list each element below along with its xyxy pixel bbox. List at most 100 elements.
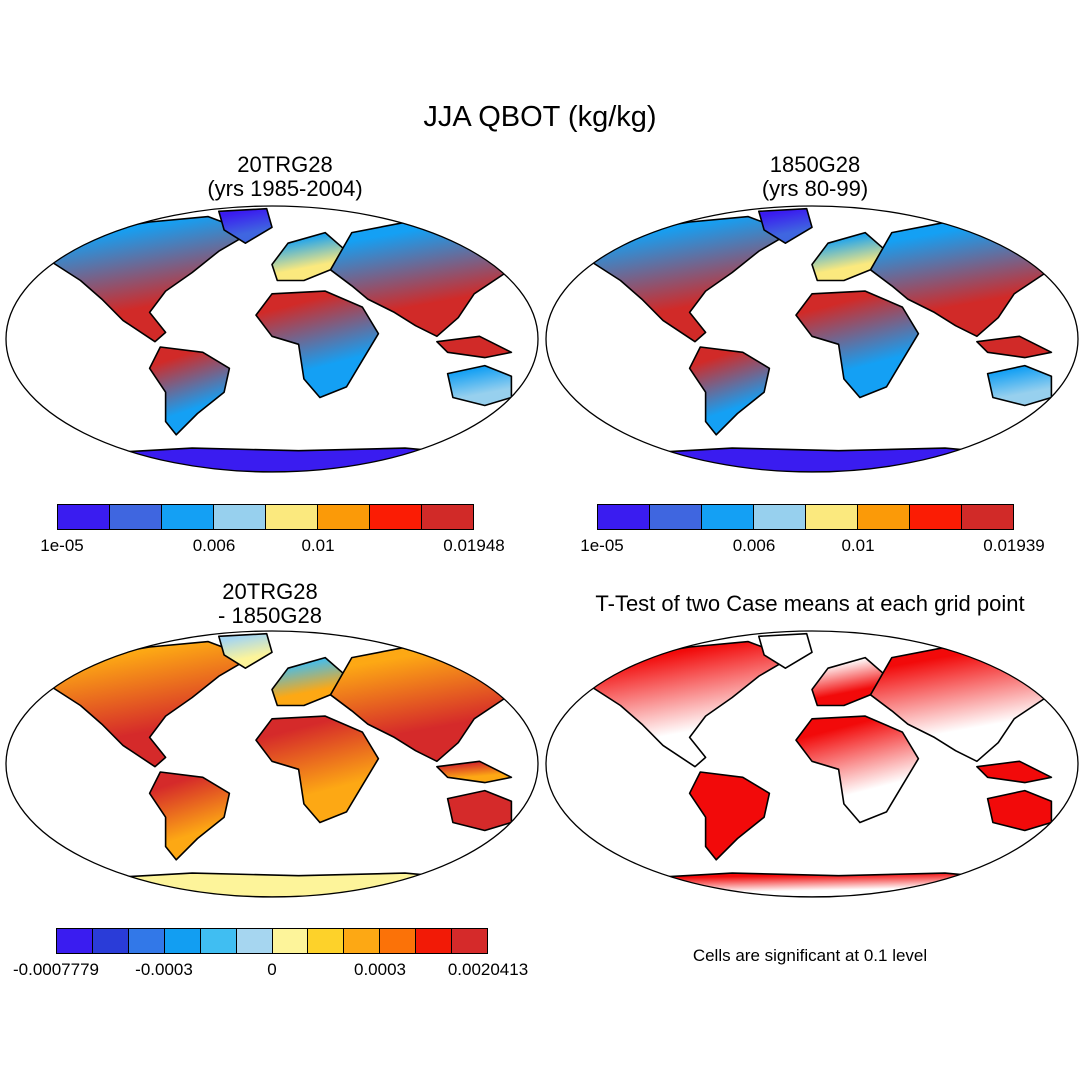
map-border: [5, 205, 539, 473]
colorbar-tick-label: 1e-05: [40, 536, 84, 555]
colorbar-swatch: [200, 929, 237, 953]
landmass-australia: [446, 364, 513, 407]
colorbar-swatch: [650, 505, 702, 529]
landmass-maritime: [976, 335, 1053, 359]
landmass-maritime: [436, 760, 513, 784]
panel3-title: 20TRG28 - 1850G28: [115, 580, 425, 628]
map-border: [545, 205, 1079, 473]
landmass-maritime: [976, 760, 1053, 784]
colorbar-swatch: [370, 505, 422, 529]
landmass-africa: [255, 715, 380, 824]
colorbar-tick-label: 0: [267, 960, 277, 979]
colorbar-tick-label: -0.0007779: [12, 960, 100, 979]
landmass-asia: [869, 643, 1069, 763]
colorbar-panel1: [57, 504, 474, 530]
colorbar-swatch: [266, 505, 318, 529]
panel2-title-line2: (yrs 80-99): [761, 176, 869, 201]
colorbar-swatch: [272, 929, 309, 953]
panel3-title-line2: - 1850G28: [218, 603, 322, 628]
colorbar-tick-label: 1e-05: [580, 536, 624, 555]
ocean: [6, 631, 538, 897]
landmass-south-america: [688, 346, 771, 436]
landmass-europe: [811, 656, 888, 707]
landmass-africa: [795, 290, 920, 399]
landmass-greenland: [218, 207, 273, 244]
colorbar-swatch: [380, 929, 417, 953]
ocean: [546, 631, 1078, 897]
colorbar-tick-label: 0.0020413: [447, 960, 529, 979]
landmass-south-america: [688, 771, 771, 861]
panel1-title-line1: 20TRG28: [237, 152, 333, 177]
map-border: [5, 630, 539, 898]
colorbar-swatch: [962, 505, 1013, 529]
colorbar-tick-label: 0.0003: [354, 960, 406, 979]
landmass-antarctica: [635, 447, 1005, 472]
landmass-australia: [446, 789, 513, 832]
landmass-south-america: [148, 771, 231, 861]
figure-title: JJA QBOT (kg/kg): [423, 101, 657, 133]
landmass-north-america: [42, 640, 252, 768]
colorbar-swatch: [422, 505, 473, 529]
colorbar-swatch: [910, 505, 962, 529]
landmass-north-america: [42, 215, 252, 343]
colorbar-swatch: [128, 929, 165, 953]
colorbar-swatch: [57, 929, 93, 953]
landmass-greenland: [757, 207, 813, 244]
colorbar-tick-label: 0.01: [841, 536, 875, 555]
colorbar-swatch: [452, 929, 488, 953]
colorbar-swatch: [110, 505, 162, 529]
panel4-title: T-Test of two Case means at each grid po…: [595, 591, 1025, 616]
landmass-antarctica: [95, 447, 465, 472]
colorbar-panel2: [597, 504, 1014, 530]
panel1-title-line2: (yrs 1985-2004): [207, 176, 363, 201]
colorbar-swatch: [164, 929, 201, 953]
colorbar-swatch: [416, 929, 453, 953]
panel2-title: 1850G28 (yrs 80-99): [660, 153, 970, 201]
landmass-australia: [986, 789, 1053, 832]
colorbar-swatch: [754, 505, 806, 529]
colorbar-tick-label: 0.01939: [983, 536, 1045, 555]
landmass-asia: [329, 643, 529, 763]
landmass-australia: [986, 364, 1053, 407]
colorbar-tick-label: 0.01: [301, 536, 335, 555]
colorbar-swatch: [308, 929, 345, 953]
colorbar-tick-label: 0.006: [732, 536, 776, 555]
landmass-africa: [795, 715, 920, 824]
landmass-greenland: [757, 632, 813, 670]
landmass-europe: [271, 656, 348, 707]
landmass-antarctica: [95, 872, 465, 897]
colorbar-swatch: [58, 505, 110, 529]
colorbar-swatch: [318, 505, 370, 529]
landmass-maritime: [436, 335, 513, 359]
colorbar-panel3: [56, 928, 488, 954]
ocean: [6, 206, 538, 472]
landmass-europe: [811, 231, 888, 282]
panel3-title-line1: 20TRG28: [222, 579, 318, 604]
landmass-greenland: [218, 632, 273, 670]
colorbar-swatch: [598, 505, 650, 529]
landmass-south-america: [148, 346, 231, 436]
significance-note: Cells are significant at 0.1 level: [692, 946, 928, 965]
landmass-europe: [271, 231, 348, 282]
colorbar-swatch: [92, 929, 129, 953]
colorbar-swatch: [702, 505, 754, 529]
landmass-africa: [255, 290, 380, 399]
colorbar-swatch: [344, 929, 381, 953]
colorbar-tick-label: -0.0003: [135, 960, 193, 979]
panel1-title: 20TRG28 (yrs 1985-2004): [130, 153, 440, 201]
landmass-north-america: [582, 215, 792, 343]
colorbar-swatch: [858, 505, 910, 529]
colorbar-swatch: [236, 929, 273, 953]
colorbar-swatch: [806, 505, 858, 529]
colorbar-swatch: [162, 505, 214, 529]
landmass-asia: [869, 218, 1069, 338]
map-border: [545, 630, 1079, 898]
ocean: [546, 206, 1078, 472]
landmass-north-america: [582, 640, 792, 768]
colorbar-swatch: [214, 505, 266, 529]
colorbar-tick-label: 0.006: [192, 536, 236, 555]
colorbar-tick-label: 0.01948: [443, 536, 505, 555]
landmass-asia: [329, 218, 529, 338]
panel2-title-line1: 1850G28: [769, 152, 861, 177]
landmass-antarctica: [635, 872, 1005, 897]
